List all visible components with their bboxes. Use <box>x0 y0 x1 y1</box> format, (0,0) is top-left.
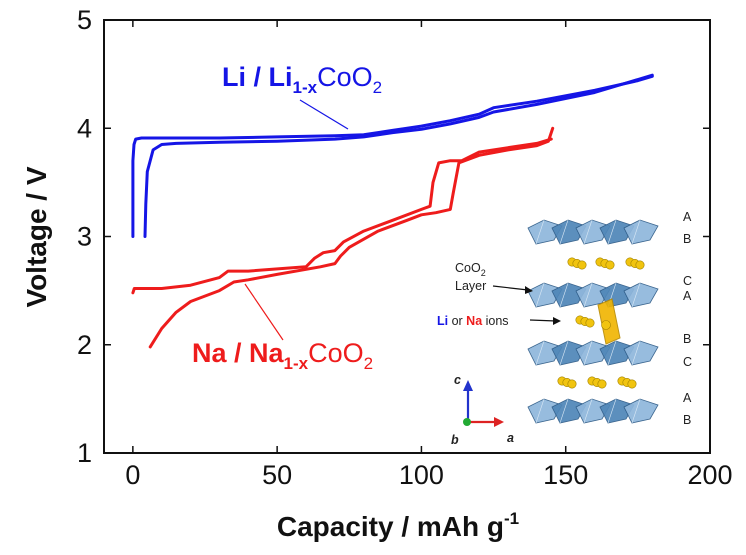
y-tick-label: 1 <box>77 438 92 468</box>
octahedron-edge <box>559 398 569 424</box>
ions-label-post: ions <box>482 314 508 328</box>
ions-label-li: Li <box>437 314 448 328</box>
y-tick-label: 3 <box>77 222 92 252</box>
ions-label-or: or <box>448 314 466 328</box>
prismatic-ion <box>601 320 611 330</box>
octahedron-edge <box>583 398 593 424</box>
stacking-label: A <box>683 210 692 224</box>
li-label-pre: Li / Li <box>222 62 293 92</box>
li-label-post: CoO <box>317 62 373 92</box>
na-series-label: Na / Na1-xCoO2 <box>192 338 373 373</box>
octahedra-layer <box>527 219 659 245</box>
ticks-layer: 0 50 100 150 200 1 2 3 4 5 <box>77 5 733 490</box>
octahedra-layer <box>527 340 659 366</box>
octahedron <box>623 398 659 424</box>
stacking-label: C <box>683 355 692 369</box>
stacking-label: B <box>683 332 691 346</box>
ions-arrow <box>529 319 557 322</box>
y-tick-label: 2 <box>77 330 92 360</box>
stacking-label: B <box>683 413 691 427</box>
ions-label-na: Na <box>466 314 483 328</box>
octahedron-edge <box>535 340 545 366</box>
y-axis-title: Voltage / V <box>21 166 52 307</box>
li-label-sub: 1-x <box>293 78 318 97</box>
x-axis-title: Capacity / mAh g-1 <box>277 509 519 542</box>
na-label-leader <box>244 283 284 341</box>
ion <box>597 379 607 389</box>
na-curve-3 <box>148 126 555 349</box>
na-label-pre: Na / Na <box>192 338 285 368</box>
octahedron-edge <box>583 219 593 245</box>
na-label-post: CoO <box>308 338 364 368</box>
octahedron-edge <box>607 340 617 366</box>
octahedron-edge <box>559 282 569 308</box>
li-label-leader <box>299 99 349 130</box>
li-label-sub2: 2 <box>373 78 382 97</box>
octahedron-edge <box>583 340 593 366</box>
axis-b-label: b <box>451 433 459 447</box>
layer-arrow <box>492 285 529 291</box>
octahedron-edge <box>535 219 545 245</box>
octahedron-edge <box>607 398 617 424</box>
y-tick-label: 5 <box>77 5 92 35</box>
octahedra-layer <box>527 282 659 308</box>
y-tick-label: 4 <box>77 113 92 143</box>
coo2-label-sub: 2 <box>481 268 486 278</box>
octahedra-layer <box>527 398 659 424</box>
na-curve-2 <box>131 137 553 295</box>
li-series-label: Li / Li1-xCoO2 <box>222 62 382 97</box>
x-tick-label: 50 <box>262 460 292 490</box>
ion-rows <box>557 257 645 389</box>
axis-c-head <box>463 380 473 391</box>
na-label-sub2: 2 <box>364 354 373 373</box>
octahedron-edge <box>631 219 641 245</box>
na-label-sub: 1-x <box>284 354 309 373</box>
octahedron-edge <box>583 282 593 308</box>
layer-label: Layer <box>455 279 486 293</box>
ion <box>577 260 587 270</box>
octahedron-edge <box>607 219 617 245</box>
octahedron-edge <box>559 219 569 245</box>
ion <box>605 260 615 270</box>
x-tick-label: 0 <box>125 460 140 490</box>
octahedron <box>623 219 659 245</box>
x-tick-label: 150 <box>543 460 588 490</box>
ion <box>567 379 577 389</box>
coo2-label-main: CoO <box>455 261 481 275</box>
axis-c-label: c <box>454 373 461 387</box>
octahedron-edge <box>535 398 545 424</box>
stacking-label: A <box>683 289 692 303</box>
octahedron-edge <box>631 340 641 366</box>
ions-label: Li or Na ions <box>437 314 509 328</box>
ion <box>585 318 595 328</box>
axis-a-label: a <box>507 431 514 445</box>
octahedron <box>623 340 659 366</box>
stacking-label: B <box>683 232 691 246</box>
ion <box>627 379 637 389</box>
octahedron <box>623 282 659 308</box>
series-layer <box>131 73 654 349</box>
octahedron-edge <box>631 282 641 308</box>
stacking-label: A <box>683 391 692 405</box>
stacking-label: C <box>683 274 692 288</box>
x-tick-label: 100 <box>399 460 444 490</box>
octahedron-edge <box>631 398 641 424</box>
axis-b-dot <box>463 418 471 426</box>
x-axis-title-main: Capacity / mAh g <box>277 511 504 542</box>
ions-arrow-head <box>553 317 561 325</box>
coo2-layer-label: CoO2 <box>455 261 486 278</box>
x-axis-title-sup: -1 <box>504 509 519 528</box>
layer-arrow-head <box>525 286 533 294</box>
li-curve-0 <box>131 74 654 238</box>
octahedron-edge <box>559 340 569 366</box>
ion <box>635 260 645 270</box>
octahedron-edge <box>535 282 545 308</box>
li-curve-1 <box>143 73 654 238</box>
axis-a-head <box>494 417 504 427</box>
x-tick-label: 200 <box>687 460 732 490</box>
octahedra-layers <box>527 219 659 424</box>
